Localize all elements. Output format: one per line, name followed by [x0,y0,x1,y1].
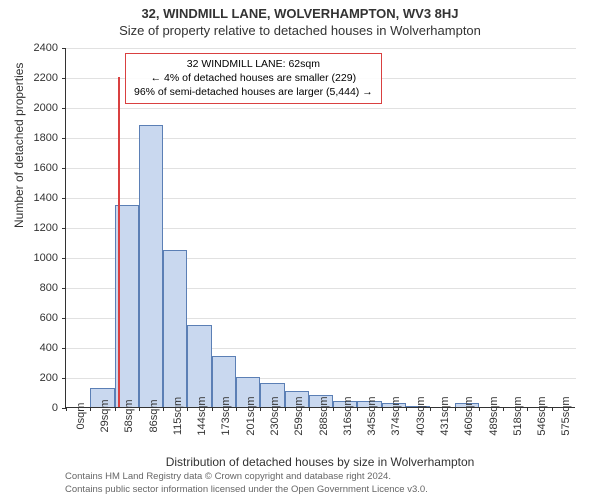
x-tick-label: 518sqm [512,396,524,435]
y-tick-mark [62,198,66,199]
y-tick-label: 1600 [0,162,58,174]
x-tick-mark [455,407,456,411]
x-tick-mark [187,407,188,411]
y-tick-label: 1200 [0,222,58,234]
x-tick-label: 575sqm [560,396,572,435]
histogram-bar [187,325,211,408]
x-tick-mark [139,407,140,411]
annotation-box: 32 WINDMILL LANE: 62sqm ← 4% of detached… [125,53,382,104]
histogram-bar [163,250,187,408]
x-tick-mark [382,407,383,411]
x-tick-label: 86sqm [148,399,160,432]
y-tick-mark [62,78,66,79]
y-tick-mark [62,288,66,289]
annotation-line: 32 WINDMILL LANE: 62sqm [134,57,373,71]
y-tick-mark [62,348,66,349]
annotation-line: 96% of semi-detached houses are larger (… [134,85,373,99]
x-tick-mark [285,407,286,411]
y-tick-label: 0 [0,402,58,414]
x-tick-mark [503,407,504,411]
x-tick-mark [66,407,67,411]
x-tick-label: 489sqm [488,396,500,435]
y-tick-label: 2400 [0,42,58,54]
x-tick-label: 58sqm [123,399,135,432]
x-tick-label: 345sqm [366,396,378,435]
x-tick-label: 0sqm [75,403,87,430]
x-tick-mark [406,407,407,411]
y-tick-mark [62,258,66,259]
y-tick-label: 1000 [0,252,58,264]
footer-text: Contains HM Land Registry data © Crown c… [65,471,575,496]
title-sub: Size of property relative to detached ho… [0,21,600,38]
grid-line [66,108,576,109]
x-tick-mark [309,407,310,411]
x-tick-label: 173sqm [220,396,232,435]
x-tick-mark [552,407,553,411]
x-tick-mark [212,407,213,411]
x-tick-label: 460sqm [463,396,475,435]
annotation-line: ← 4% of detached houses are smaller (229… [134,71,373,85]
x-tick-label: 230sqm [269,396,281,435]
x-tick-mark [236,407,237,411]
x-tick-mark [115,407,116,411]
x-tick-label: 115sqm [172,397,184,435]
x-tick-label: 144sqm [196,396,208,435]
x-tick-mark [333,407,334,411]
y-tick-mark [62,108,66,109]
y-tick-label: 400 [0,342,58,354]
footer-line: Contains HM Land Registry data © Crown c… [65,471,575,483]
x-tick-mark [527,407,528,411]
y-tick-label: 2000 [0,102,58,114]
chart-area: 32 WINDMILL LANE: 62sqm ← 4% of detached… [65,48,575,408]
x-tick-mark [357,407,358,411]
x-tick-label: 29sqm [99,399,111,432]
y-tick-label: 2200 [0,72,58,84]
y-tick-label: 1400 [0,192,58,204]
y-tick-mark [62,318,66,319]
x-tick-label: 316sqm [342,396,354,435]
x-tick-label: 374sqm [390,396,402,435]
y-tick-mark [62,168,66,169]
title-main: 32, WINDMILL LANE, WOLVERHAMPTON, WV3 8H… [0,0,600,21]
x-tick-label: 201sqm [245,396,257,435]
y-tick-mark [62,228,66,229]
x-tick-label: 259sqm [293,396,305,435]
grid-line [66,48,576,49]
x-tick-mark [479,407,480,411]
y-tick-mark [62,138,66,139]
x-tick-label: 546sqm [536,396,548,435]
x-tick-mark [163,407,164,411]
histogram-bar [139,125,163,407]
x-tick-mark [430,407,431,411]
y-tick-label: 200 [0,372,58,384]
x-tick-mark [260,407,261,411]
x-axis-label: Distribution of detached houses by size … [65,455,575,469]
marker-line [118,77,120,407]
y-tick-label: 1800 [0,132,58,144]
y-tick-mark [62,48,66,49]
x-tick-label: 431sqm [439,396,451,435]
y-tick-mark [62,378,66,379]
x-tick-label: 288sqm [318,396,330,435]
x-tick-mark [90,407,91,411]
x-tick-label: 403sqm [415,396,427,435]
footer-line: Contains public sector information licen… [65,484,575,496]
y-tick-label: 600 [0,312,58,324]
y-tick-label: 800 [0,282,58,294]
